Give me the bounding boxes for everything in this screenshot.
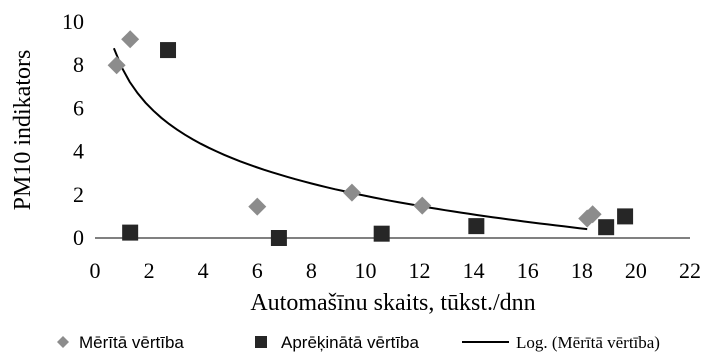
x-axis-title: Automašīnu skaits, tūkst./dnn: [250, 290, 535, 316]
x-tick-label: 14: [463, 258, 485, 283]
y-tick-labels: 0 2 4 6 8 10: [62, 9, 84, 250]
legend-label: Log. (Mērītā vērtība): [516, 333, 660, 352]
x-tick-label: 22: [679, 258, 701, 283]
calculated-point: [468, 218, 485, 235]
y-tick-label: 2: [73, 182, 84, 207]
y-axis-title: PM10 indikators: [10, 50, 36, 211]
x-tick-label: 2: [144, 258, 155, 283]
x-tick-label: 12: [409, 258, 431, 283]
data-points: [107, 30, 634, 246]
y-tick-label: 10: [62, 9, 84, 34]
y-tick-label: 8: [73, 52, 84, 77]
calculated-point: [598, 219, 615, 236]
x-tick-label: 0: [90, 258, 101, 283]
x-tick-label: 8: [306, 258, 317, 283]
calculated-point: [270, 230, 287, 246]
calculated-point: [122, 224, 139, 241]
legend-label: Aprēķinātā vērtība: [281, 333, 420, 352]
x-tick-label: 10: [354, 258, 376, 283]
y-tick-label: 4: [73, 139, 84, 164]
trendline-layer: [112, 47, 588, 231]
legend-label: Mērītā vērtība: [79, 333, 184, 352]
x-tick-labels: 0 2 4 6 8 10 12 14 16 18 20 22: [90, 258, 702, 283]
measured-point: [583, 205, 602, 224]
calculated-point: [160, 42, 177, 59]
calculated-point: [617, 208, 634, 225]
x-tick-label: 20: [625, 258, 647, 283]
legend-square-icon: [255, 336, 267, 348]
legend-diamond-icon: [57, 336, 69, 348]
x-tick-label: 16: [517, 258, 539, 283]
calculated-point: [373, 225, 390, 242]
measured-point: [413, 196, 432, 215]
measured-point: [107, 56, 126, 75]
x-tick-label: 4: [198, 258, 209, 283]
measured-point: [342, 183, 361, 202]
x-tick-label: 18: [571, 258, 593, 283]
legend: Mērītā vērtība Aprēķinātā vērtība Log. (Mē…: [57, 333, 660, 352]
x-tick-label: 6: [252, 258, 263, 283]
y-tick-label: 0: [73, 225, 84, 250]
measured-point: [121, 30, 140, 49]
measured-point: [248, 197, 267, 216]
trendline: [112, 47, 588, 231]
y-tick-label: 6: [73, 95, 84, 120]
